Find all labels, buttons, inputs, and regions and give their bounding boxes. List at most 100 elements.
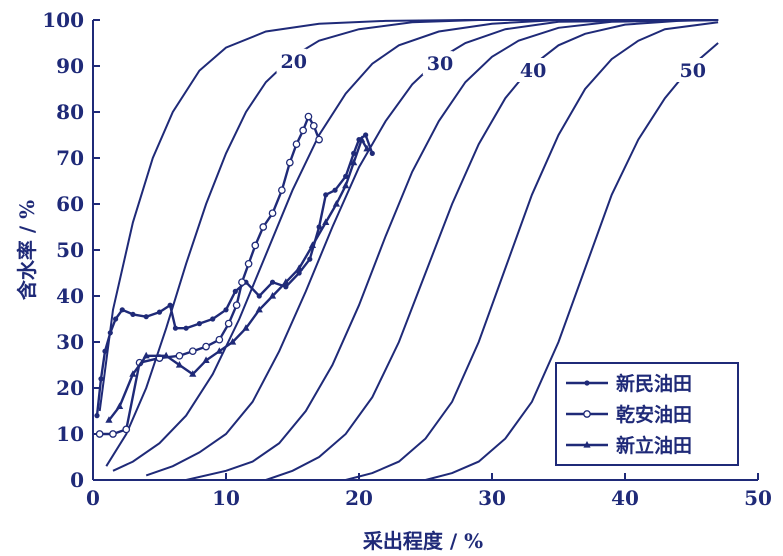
data-point xyxy=(358,135,366,143)
series-open-circle xyxy=(95,112,323,438)
data-point xyxy=(255,305,263,313)
data-point xyxy=(188,347,197,356)
y-tick-label: 20 xyxy=(56,376,84,400)
y-tick-label: 30 xyxy=(56,330,84,354)
data-point xyxy=(232,288,238,294)
data-point xyxy=(196,321,202,327)
curve-label-background xyxy=(675,58,706,82)
curve-label: 50 xyxy=(680,60,706,82)
data-point xyxy=(304,112,313,121)
legend-label: 乾安油田 xyxy=(616,403,692,426)
data-point xyxy=(167,302,173,308)
data-point xyxy=(269,279,276,285)
data-point xyxy=(102,348,108,354)
series-line xyxy=(99,115,321,436)
data-point xyxy=(583,441,591,448)
data-point xyxy=(215,347,223,354)
data-point xyxy=(172,325,179,331)
data-point xyxy=(285,158,294,167)
data-point xyxy=(156,309,163,315)
data-point xyxy=(283,284,289,290)
curve-label-background xyxy=(515,58,546,82)
data-point xyxy=(202,342,210,351)
data-point xyxy=(308,241,317,248)
curve-label: 40 xyxy=(520,60,546,82)
data-point xyxy=(109,430,117,438)
data-point xyxy=(162,351,170,359)
reference-curve xyxy=(98,19,719,412)
data-point xyxy=(94,413,100,419)
data-point xyxy=(342,181,350,189)
data-point xyxy=(202,356,210,363)
data-point xyxy=(98,376,104,382)
reference-curve xyxy=(425,42,719,481)
reference-curve xyxy=(105,19,719,467)
data-point xyxy=(232,301,241,310)
data-point xyxy=(183,325,189,331)
x-tick-label: 10 xyxy=(212,486,240,510)
x-axis-title: 采出程度 / % xyxy=(363,529,483,553)
data-point xyxy=(251,241,260,250)
data-point xyxy=(189,370,197,377)
reference-curves: 20 30 40 50 xyxy=(98,19,719,481)
x-tick-label: 30 xyxy=(478,486,506,510)
data-point xyxy=(363,144,371,152)
data-point xyxy=(175,361,184,368)
data-point xyxy=(215,335,224,344)
y-tick-label: 100 xyxy=(42,8,84,32)
data-series xyxy=(94,112,375,438)
data-point xyxy=(309,121,318,130)
data-point xyxy=(292,140,301,149)
data-point xyxy=(113,316,119,322)
series-line xyxy=(108,138,369,421)
data-point xyxy=(259,223,268,231)
y-tick-label: 60 xyxy=(56,192,84,216)
data-point xyxy=(584,380,590,386)
x-tick-label: 40 xyxy=(611,486,639,510)
reference-curve xyxy=(345,21,719,481)
data-point xyxy=(299,126,307,135)
y-tick-label: 90 xyxy=(56,54,84,78)
data-point xyxy=(119,307,125,313)
data-point xyxy=(296,270,302,276)
curve-label: 20 xyxy=(281,51,307,73)
y-tick-label: 10 xyxy=(56,422,84,446)
reference-curve xyxy=(112,19,719,472)
series-triangle xyxy=(105,135,371,423)
data-point xyxy=(223,307,229,313)
data-point xyxy=(175,351,184,360)
y-tick-label: 70 xyxy=(56,146,84,170)
data-point xyxy=(343,173,349,179)
data-point xyxy=(332,187,338,193)
data-point xyxy=(224,319,233,328)
data-point xyxy=(350,158,358,166)
data-point xyxy=(229,338,237,345)
data-point xyxy=(282,278,290,285)
data-point xyxy=(143,314,149,320)
data-point xyxy=(351,150,357,156)
y-tick-label: 40 xyxy=(56,284,84,308)
data-point xyxy=(107,330,113,336)
data-point xyxy=(583,410,591,418)
data-point xyxy=(363,132,369,138)
y-tick-label: 80 xyxy=(56,100,84,124)
data-point xyxy=(268,292,277,299)
data-point xyxy=(95,430,104,438)
data-point xyxy=(142,351,150,359)
y-tick-label: 0 xyxy=(70,468,84,492)
data-point xyxy=(315,135,323,144)
data-point xyxy=(316,224,322,230)
data-point xyxy=(295,264,303,271)
data-point xyxy=(256,293,262,299)
axes: 0 10 20 30 40 50 0 10 20 30 40 50 60 70 80 90 100 xyxy=(42,8,772,510)
legend-label: 新立油田 xyxy=(616,434,692,457)
reference-curve xyxy=(265,19,719,481)
data-point xyxy=(244,259,253,268)
data-point xyxy=(332,200,340,207)
data-point xyxy=(238,278,246,287)
y-axis-title: 含水率 / % xyxy=(15,200,39,300)
reference-curve xyxy=(185,19,719,481)
